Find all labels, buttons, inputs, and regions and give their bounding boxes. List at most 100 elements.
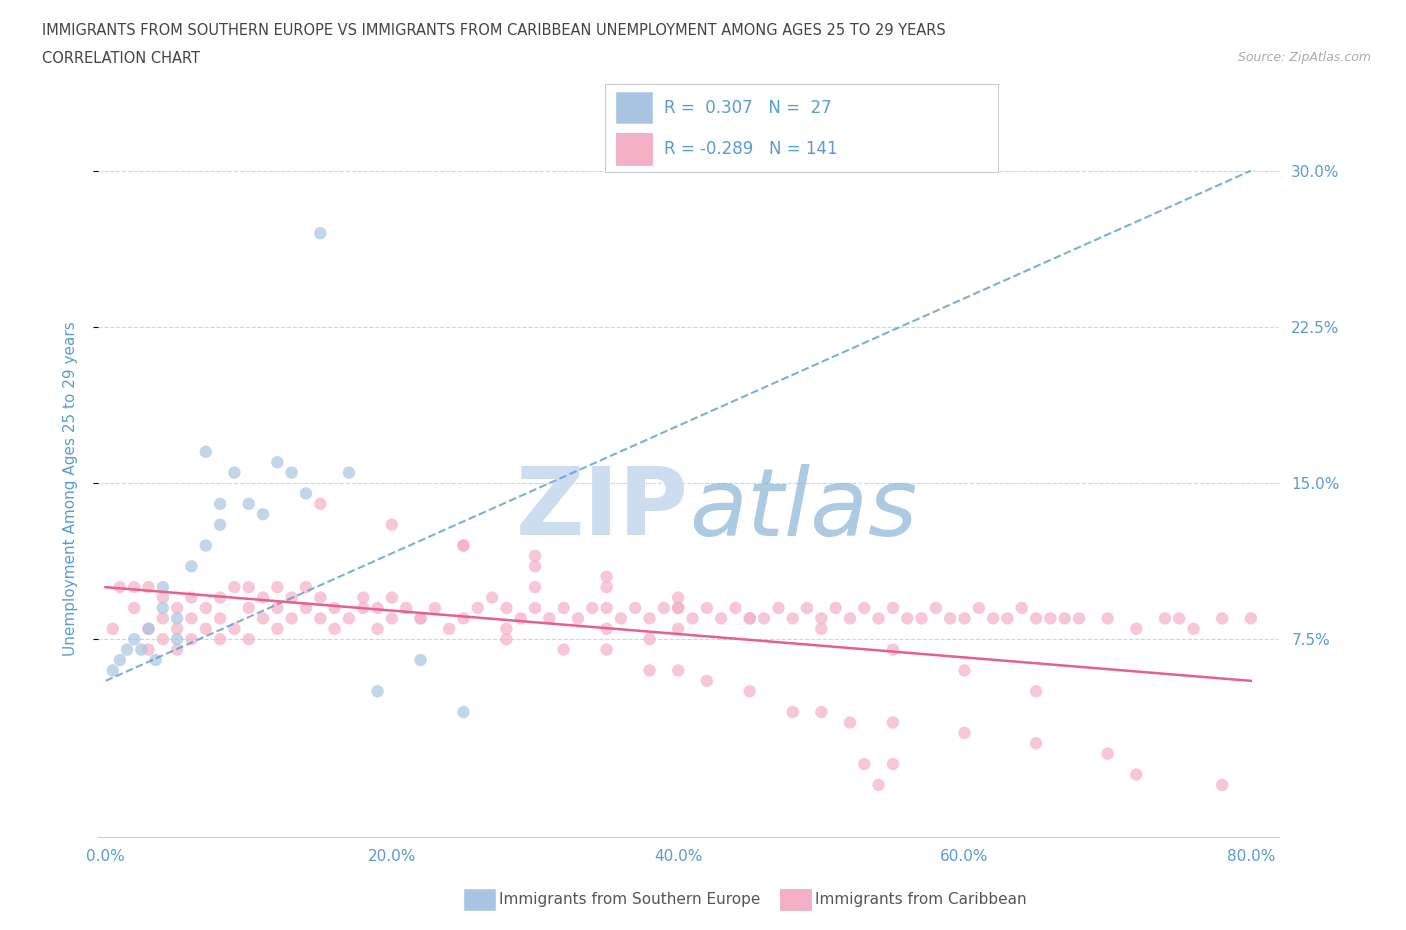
Point [453, 538, 475, 553]
Point [437, 621, 460, 636]
Point [194, 621, 217, 636]
Point [152, 611, 174, 626]
Point [666, 621, 689, 636]
Point [810, 621, 832, 636]
Point [209, 611, 232, 626]
Point [309, 591, 332, 605]
Point [638, 631, 661, 646]
Point [367, 621, 389, 636]
Point [266, 621, 288, 636]
Point [152, 591, 174, 605]
Point [738, 611, 761, 626]
Point [409, 611, 432, 626]
Y-axis label: Unemployment Among Ages 25 to 29 years: Unemployment Among Ages 25 to 29 years [63, 321, 77, 656]
Point [696, 673, 718, 688]
Point [638, 663, 661, 678]
Point [238, 601, 260, 616]
Point [553, 643, 575, 658]
Point [882, 715, 904, 730]
Point [595, 621, 617, 636]
Point [453, 611, 475, 626]
Point [280, 591, 302, 605]
Text: Immigrants from Caribbean: Immigrants from Caribbean [815, 892, 1028, 907]
Text: CORRELATION CHART: CORRELATION CHART [42, 51, 200, 66]
Point [238, 579, 260, 594]
Point [180, 591, 202, 605]
Point [495, 631, 517, 646]
Point [266, 601, 288, 616]
Point [1168, 611, 1191, 626]
Point [953, 663, 976, 678]
Point [595, 579, 617, 594]
Point [567, 611, 589, 626]
Point [824, 601, 846, 616]
Point [538, 611, 561, 626]
Point [495, 601, 517, 616]
Point [423, 601, 446, 616]
Point [280, 611, 302, 626]
Point [682, 611, 704, 626]
Point [453, 538, 475, 553]
Text: R = -0.289   N = 141: R = -0.289 N = 141 [664, 140, 837, 158]
Point [224, 579, 246, 594]
Point [101, 621, 124, 636]
Point [209, 591, 232, 605]
Point [252, 507, 274, 522]
Point [122, 579, 145, 594]
Point [152, 601, 174, 616]
Point [108, 579, 131, 594]
Point [224, 621, 246, 636]
Point [839, 611, 862, 626]
Point [666, 591, 689, 605]
FancyBboxPatch shape [616, 92, 652, 124]
Point [925, 601, 948, 616]
Point [194, 601, 217, 616]
Point [1067, 611, 1090, 626]
Point [839, 715, 862, 730]
Point [953, 611, 976, 626]
Point [638, 611, 661, 626]
Point [1211, 611, 1233, 626]
Point [138, 621, 160, 636]
Point [180, 559, 202, 574]
Point [768, 601, 790, 616]
Point [1053, 611, 1076, 626]
Point [152, 579, 174, 594]
Point [810, 611, 832, 626]
Point [101, 663, 124, 678]
Point [997, 611, 1019, 626]
Point [224, 465, 246, 480]
Point [910, 611, 932, 626]
Point [853, 601, 876, 616]
Text: IMMIGRANTS FROM SOUTHERN EUROPE VS IMMIGRANTS FROM CARIBBEAN UNEMPLOYMENT AMONG : IMMIGRANTS FROM SOUTHERN EUROPE VS IMMIG… [42, 23, 946, 38]
Point [1154, 611, 1177, 626]
Point [882, 643, 904, 658]
Point [752, 611, 775, 626]
Point [122, 601, 145, 616]
Point [209, 497, 232, 512]
Point [337, 611, 360, 626]
Point [666, 663, 689, 678]
Point [1039, 611, 1062, 626]
Point [295, 579, 318, 594]
Point [1025, 611, 1047, 626]
Point [108, 653, 131, 668]
Point [1097, 611, 1119, 626]
Point [495, 621, 517, 636]
Text: Immigrants from Southern Europe: Immigrants from Southern Europe [499, 892, 761, 907]
Point [352, 591, 374, 605]
FancyBboxPatch shape [616, 133, 652, 165]
Point [481, 591, 503, 605]
Point [810, 705, 832, 720]
Point [295, 601, 318, 616]
Point [1011, 601, 1033, 616]
Point [367, 601, 389, 616]
Point [138, 621, 160, 636]
Text: R =  0.307   N =  27: R = 0.307 N = 27 [664, 99, 831, 116]
Point [782, 611, 804, 626]
Point [524, 601, 547, 616]
Point [166, 621, 188, 636]
Point [509, 611, 531, 626]
Point [453, 705, 475, 720]
Point [194, 445, 217, 459]
